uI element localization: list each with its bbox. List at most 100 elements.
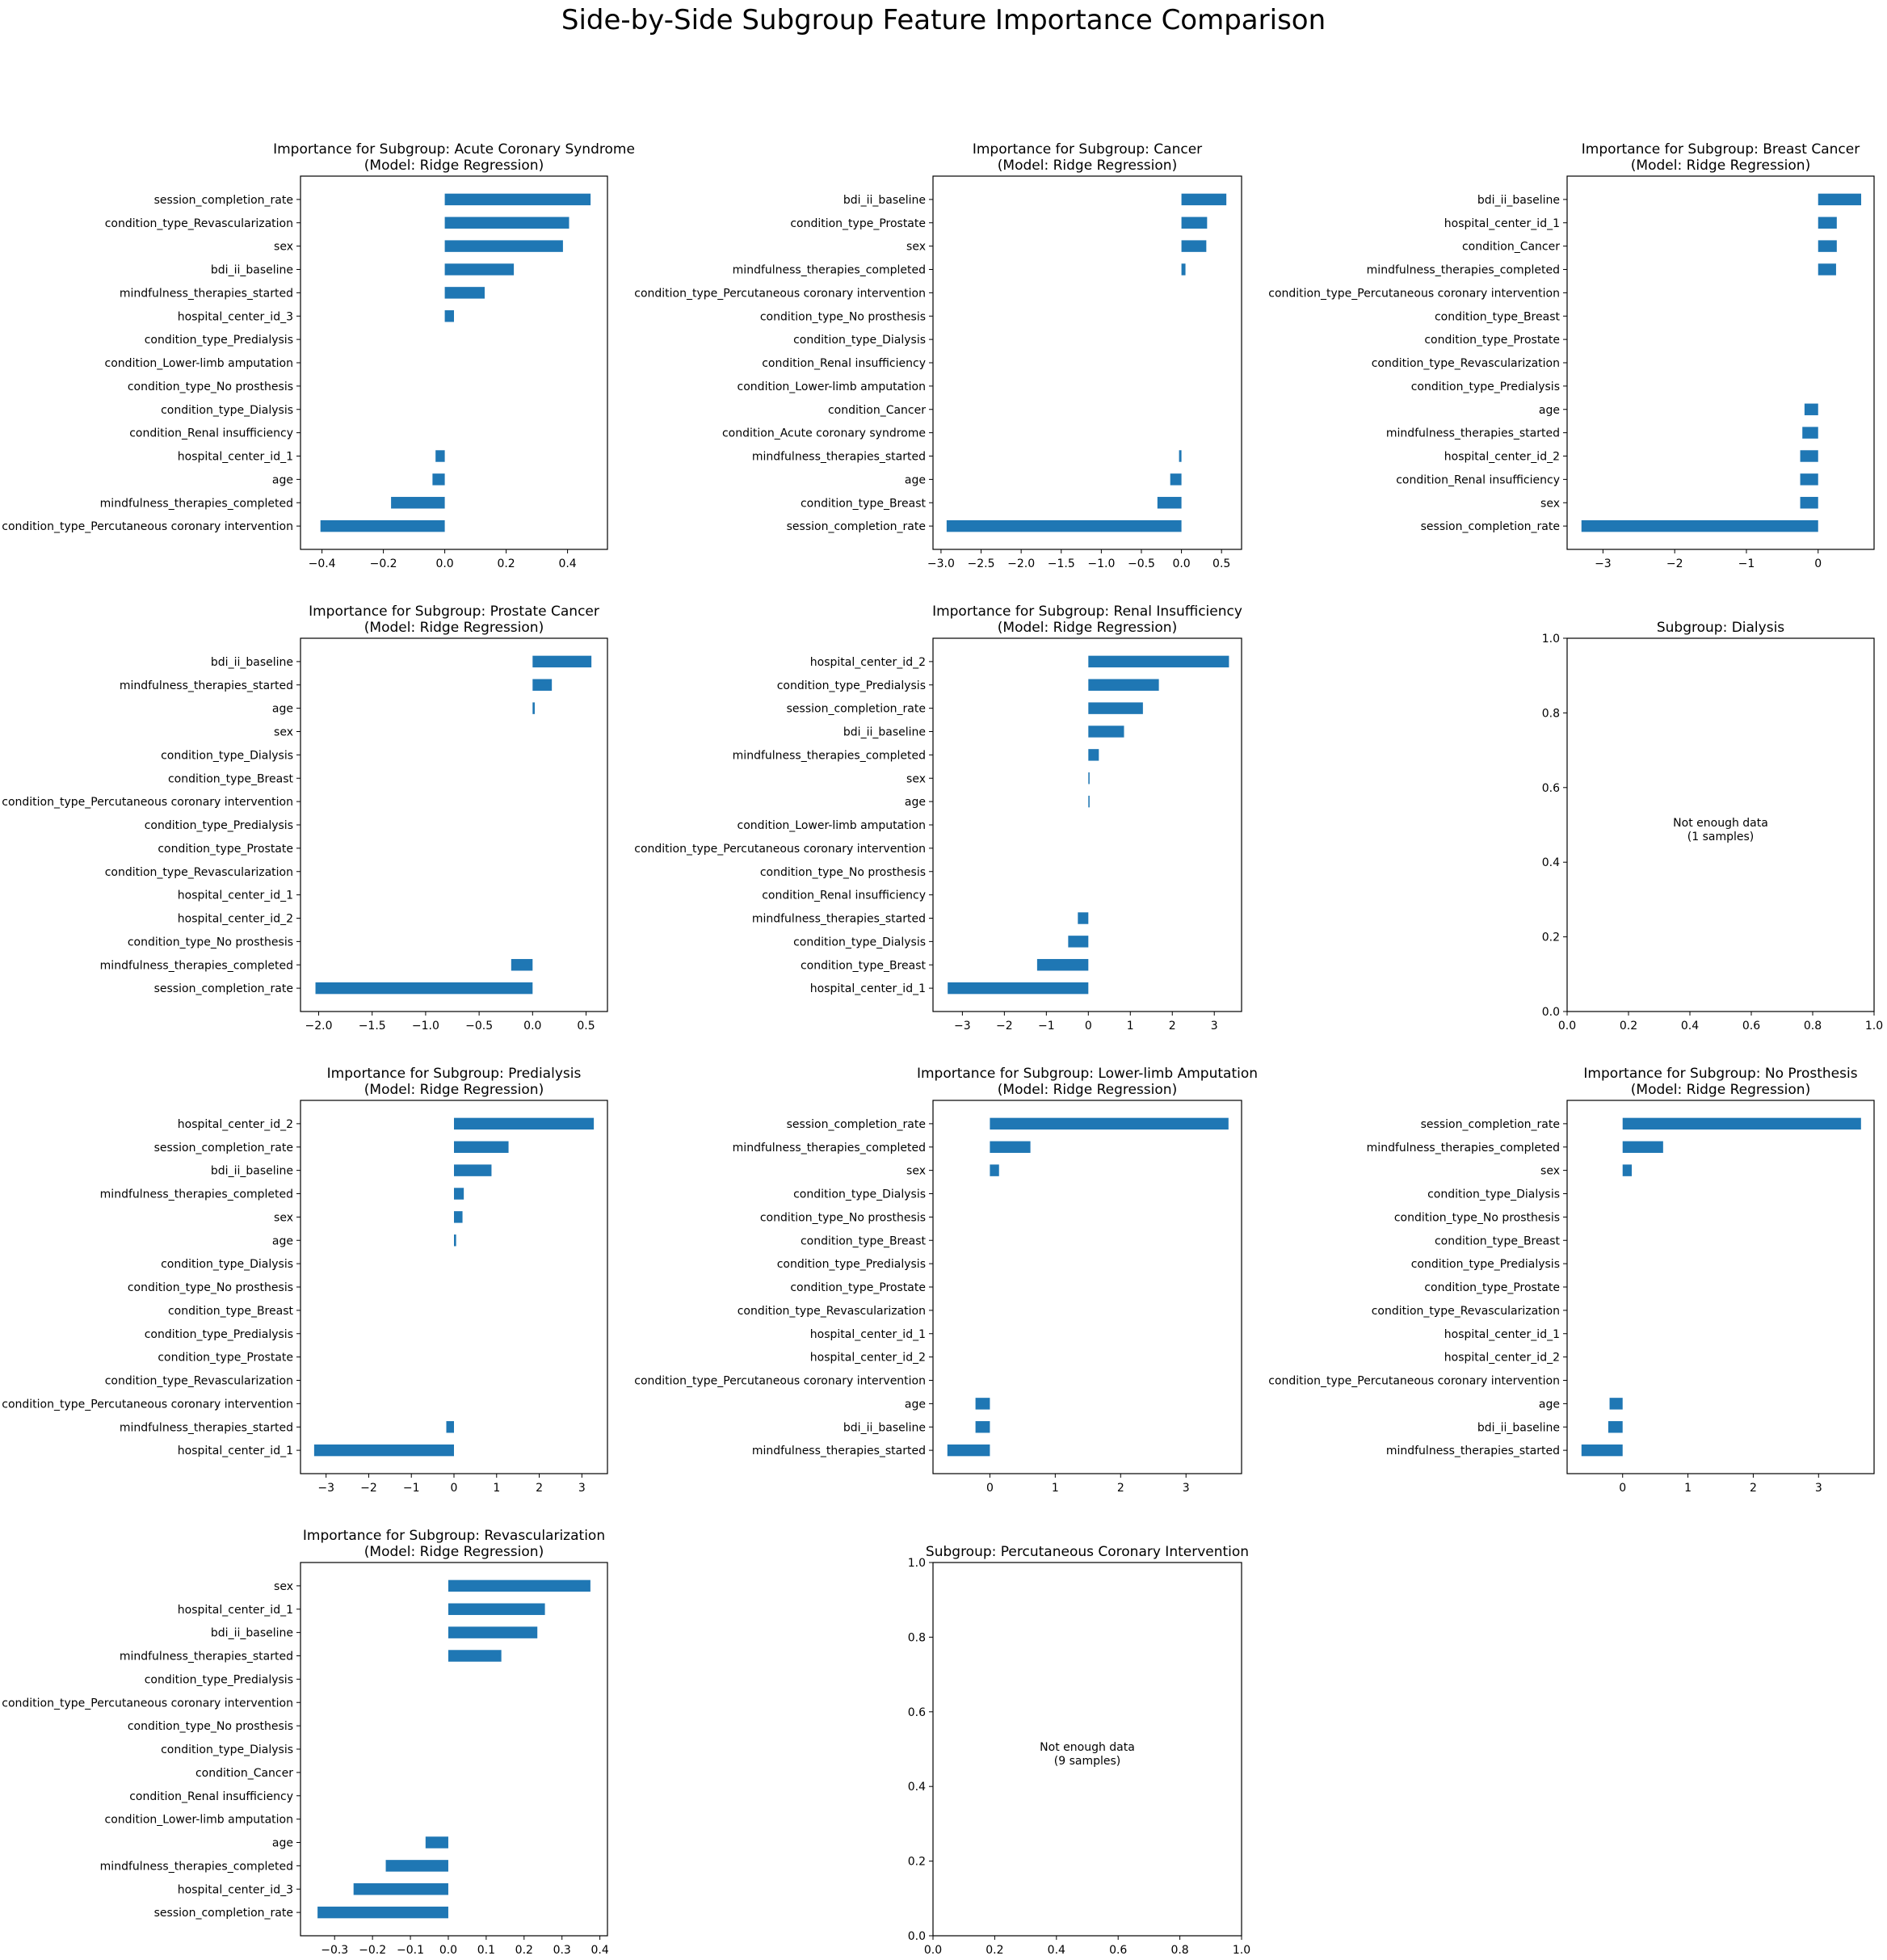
y-tick-label: hospital_center_id_3 — [178, 310, 293, 323]
y-tick-label: age — [272, 473, 293, 486]
x-tick-label: 0.4 — [590, 1944, 608, 1957]
x-tick-label: −2 — [996, 1020, 1013, 1033]
y-tick-label: session_completion_rate — [154, 1907, 293, 1920]
bar — [1036, 959, 1089, 971]
chart-title: Importance for Subgroup: Predialysis — [327, 1066, 582, 1082]
bar — [532, 702, 535, 714]
y-tick-label: sex — [906, 241, 926, 254]
bar — [432, 473, 445, 486]
y-tick-label: mindfulness_therapies_started — [120, 679, 293, 692]
x-tick-label: −1.0 — [412, 1020, 439, 1033]
bar — [454, 1234, 456, 1247]
y-tick-label: sex — [906, 1165, 926, 1178]
y-tick-label: bdi_ii_baseline — [843, 726, 926, 739]
bar — [444, 240, 563, 252]
y-tick-label: mindfulness_therapies_started — [1386, 427, 1560, 440]
chart-title: Importance for Subgroup: Revascularizati… — [303, 1528, 605, 1544]
bar — [435, 450, 445, 462]
y-tick-label: condition_type_Predialysis — [777, 679, 926, 692]
y-tick-label: condition_type_Breast — [1435, 1234, 1561, 1247]
x-tick-label: 0.5 — [577, 1020, 595, 1033]
x-tick-label: 0.2 — [515, 1944, 533, 1957]
y-tick-label: condition_type_No prosthesis — [128, 1720, 293, 1733]
bar — [448, 1603, 545, 1615]
y-tick-label: 1.0 — [1542, 633, 1560, 646]
y-tick-label: age — [905, 473, 926, 486]
x-tick-label: 0 — [1619, 1482, 1626, 1495]
axes-frame — [1566, 175, 1875, 550]
y-tick-label: condition_type_Predialysis — [145, 819, 293, 832]
y-tick-label: hospital_center_id_1 — [1444, 217, 1560, 230]
y-tick-label: age — [905, 1398, 926, 1411]
y-tick-label: sex — [1540, 497, 1560, 510]
bar — [1157, 497, 1182, 509]
y-tick-label: condition_type_No prosthesis — [1394, 1211, 1560, 1224]
figure-title: Side-by-Side Subgroup Feature Importance… — [561, 4, 1326, 36]
y-tick-label: condition_type_Revascularization — [1372, 357, 1560, 370]
y-tick-label: age — [1539, 404, 1560, 417]
bar — [317, 1906, 448, 1919]
chart-title: (Model: Ridge Regression) — [998, 620, 1177, 636]
bar — [1581, 1444, 1623, 1457]
bar — [1622, 1164, 1633, 1176]
y-tick-label: sex — [1540, 1165, 1560, 1178]
y-tick-label: bdi_ii_baseline — [843, 1421, 926, 1434]
y-tick-label: sex — [906, 772, 926, 785]
bar — [1181, 240, 1207, 252]
annotation: (9 samples) — [1054, 1755, 1120, 1768]
y-tick-label: condition_type_Prostate — [158, 843, 293, 856]
x-tick-label: 0.0 — [439, 1944, 457, 1957]
x-tick-label: 1 — [1684, 1482, 1692, 1495]
y-tick-label: session_completion_rate — [787, 1118, 926, 1131]
x-tick-label: −1.5 — [1048, 557, 1075, 570]
bar — [1622, 1141, 1663, 1153]
x-tick-label: −2 — [360, 1482, 377, 1495]
y-tick-label: condition_type_Percutaneous coronary int… — [2, 796, 293, 809]
axes-frame — [932, 175, 1242, 550]
chart-title: Importance for Subgroup: Renal Insuffici… — [932, 604, 1242, 620]
y-tick-label: condition_type_Predialysis — [145, 1673, 293, 1686]
axes-frame — [300, 1100, 608, 1474]
x-tick-label: 1 — [1127, 1020, 1134, 1033]
bar — [1818, 217, 1837, 229]
y-tick-label: bdi_ii_baseline — [211, 656, 293, 669]
bar — [454, 1117, 595, 1130]
bar — [532, 655, 592, 668]
bar — [1181, 217, 1208, 229]
y-tick-label: condition_type_Dialysis — [161, 1258, 293, 1271]
y-tick-label: condition_type_Dialysis — [793, 1188, 926, 1201]
y-tick-label: hospital_center_id_3 — [178, 1883, 293, 1896]
x-tick-label: −3 — [1595, 557, 1612, 570]
bar — [454, 1211, 463, 1223]
y-tick-label: condition_Renal insufficiency — [762, 890, 926, 902]
annotation: (1 samples) — [1687, 831, 1754, 843]
chart-panel-11: Subgroup: Percutaneous Coronary Interven… — [908, 1544, 1250, 1957]
y-tick-label: mindfulness_therapies_completed — [1367, 1142, 1560, 1155]
x-tick-label: 0.6 — [1742, 1020, 1760, 1033]
y-tick-label: bdi_ii_baseline — [211, 1627, 293, 1640]
y-tick-label: age — [272, 1837, 293, 1850]
chart-title: (Model: Ridge Regression) — [998, 1082, 1177, 1098]
x-tick-label: 0.1 — [477, 1944, 495, 1957]
y-tick-label: hospital_center_id_2 — [178, 913, 293, 926]
x-tick-label: −0.1 — [397, 1944, 424, 1957]
x-tick-label: 1.0 — [1865, 1020, 1883, 1033]
y-tick-label: condition_Acute coronary syndrome — [722, 427, 926, 440]
bar — [1179, 450, 1182, 462]
bar — [444, 263, 515, 275]
y-tick-label: mindfulness_therapies_started — [120, 287, 293, 300]
bar — [1802, 427, 1818, 439]
axes-frame — [932, 1562, 1242, 1937]
y-tick-label: condition_type_Percutaneous coronary int… — [1268, 287, 1560, 300]
y-tick-label: condition_Lower-limb amputation — [738, 381, 926, 393]
x-tick-label: 0.8 — [1804, 1020, 1822, 1033]
y-tick-label: session_completion_rate — [787, 703, 926, 716]
y-tick-label: hospital_center_id_2 — [810, 656, 926, 669]
bar — [448, 1626, 538, 1638]
bar — [1608, 1421, 1623, 1433]
x-tick-label: −2.0 — [1007, 557, 1035, 570]
bar — [391, 497, 445, 509]
y-tick-label: mindfulness_therapies_started — [120, 1651, 293, 1663]
x-tick-label: −0.2 — [359, 1944, 386, 1957]
